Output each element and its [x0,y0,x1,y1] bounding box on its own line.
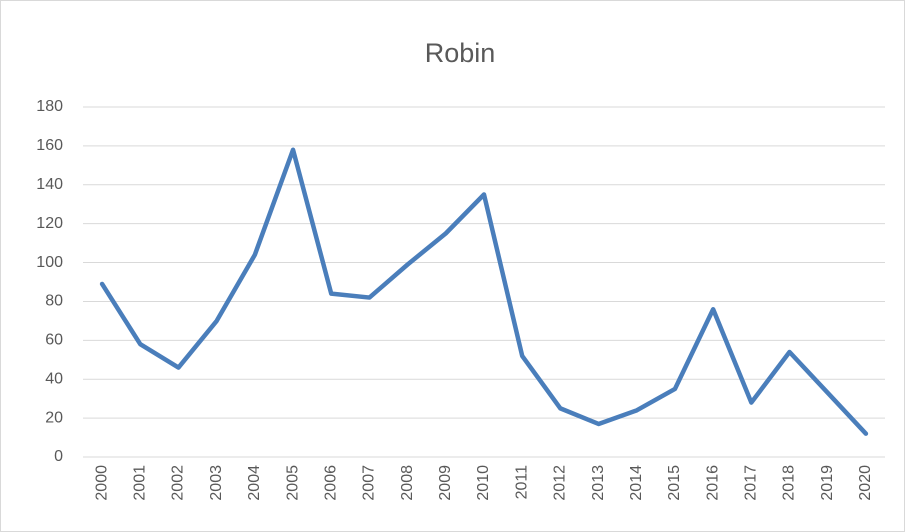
y-tick-label: 120 [36,215,63,232]
x-tick-label: 2014 [628,465,645,501]
x-tick-label: 2000 [93,465,110,501]
x-tick-label: 2008 [399,465,416,501]
x-tick-label: 2003 [208,465,225,501]
y-tick-label: 60 [45,332,63,349]
x-tick-label: 2007 [361,465,378,501]
x-tick-label: 2018 [781,465,798,501]
x-tick-label: 2011 [513,465,530,500]
y-tick-label: 40 [45,370,63,387]
x-tick-label: 2017 [743,465,760,501]
x-tick-label: 2009 [437,465,454,501]
x-tick-label: 2016 [704,465,721,501]
x-tick-label: 2010 [475,465,492,501]
x-tick-label: 2019 [819,465,836,501]
chart-title: Robin [425,38,496,68]
x-tick-label: 2013 [590,465,607,501]
x-tick-label: 2006 [322,465,339,501]
y-tick-label: 180 [36,98,63,115]
data-line [99,147,869,436]
y-tick-label: 160 [36,137,63,154]
x-tick-label: 2012 [552,465,569,501]
x-tick-label: 2001 [132,465,149,501]
y-tick-label: 80 [45,293,63,310]
x-tick-label: 2020 [857,465,874,501]
x-tick-label: 2015 [666,465,683,501]
x-tick-label: 2002 [170,465,187,501]
y-tick-label: 0 [54,448,63,465]
y-tick-label: 20 [45,409,63,426]
y-tick-label: 100 [36,254,63,271]
x-tick-label: 2004 [246,465,263,501]
y-tick-label: 140 [36,176,63,193]
x-tick-label: 2005 [284,465,301,501]
